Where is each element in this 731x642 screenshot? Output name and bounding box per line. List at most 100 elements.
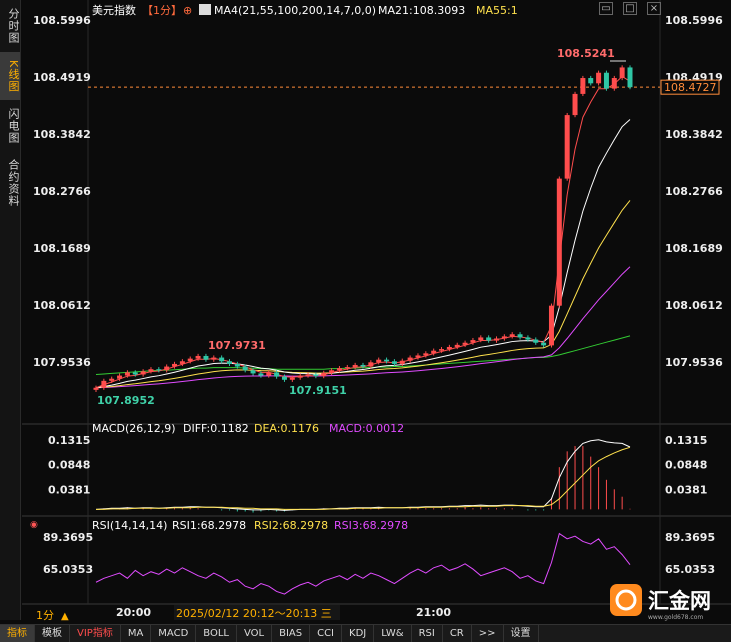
- toolbar-vip[interactable]: VIP指标: [70, 625, 121, 642]
- candle-body: [305, 374, 311, 376]
- rsi-rsi1: RSI1:68.2978: [172, 519, 246, 532]
- close-icon[interactable]: ×: [647, 2, 661, 15]
- toolbar-cr[interactable]: CR: [443, 625, 472, 642]
- annotation-left-high: 107.9731: [208, 339, 266, 352]
- rsi-tick-left: 65.0353: [43, 563, 93, 576]
- macd-dea: DEA:0.1176: [254, 422, 319, 435]
- candle-body: [313, 374, 319, 377]
- toolbar-lw[interactable]: LW&: [374, 625, 412, 642]
- candle-body: [407, 357, 413, 361]
- candle-body: [619, 67, 625, 79]
- header-ma55: MA55:1: [476, 4, 518, 17]
- candle-body: [234, 363, 240, 367]
- restore-icon[interactable]: ▭: [599, 2, 613, 15]
- toolbar-rsi[interactable]: RSI: [412, 625, 443, 642]
- candle-body: [109, 378, 115, 381]
- candle-body: [352, 364, 358, 368]
- candle-body: [391, 361, 397, 364]
- candle-body: [541, 342, 547, 346]
- toolbar-macd[interactable]: MACD: [151, 625, 197, 642]
- toolbar-kdj[interactable]: KDJ: [342, 625, 375, 642]
- toolbar-boll[interactable]: BOLL: [196, 625, 237, 642]
- rsi-polyline: [95, 532, 631, 595]
- header-period[interactable]: 【1分】: [142, 4, 182, 17]
- rsi-line: [95, 532, 631, 595]
- time-label-2000: 20:00: [116, 606, 151, 619]
- maximize-icon[interactable]: □: [623, 2, 637, 15]
- candle-body: [556, 178, 562, 306]
- indicator-toolbar: 指标 模板 VIP指标 MA MACD BOLL VOL BIAS CCI KD…: [0, 624, 731, 642]
- price-tick-left: 108.4919: [33, 71, 91, 84]
- toolbar-template[interactable]: 模板: [35, 625, 70, 642]
- period-dropdown-icon[interactable]: ▲: [61, 611, 69, 622]
- sidebar-tab-kline[interactable]: K线图: [0, 52, 20, 100]
- price-tick-right: 108.1689: [665, 242, 723, 255]
- ma-line-mid: [95, 200, 631, 389]
- toolbar-bias[interactable]: BIAS: [272, 625, 311, 642]
- candle-body: [517, 334, 523, 338]
- macd-tick-right: 0.1315: [665, 434, 707, 447]
- candle-body: [258, 373, 264, 376]
- price-tick-left: 107.9536: [33, 356, 91, 369]
- time-label-2100: 21:00: [416, 606, 451, 619]
- macd-histogram: [103, 446, 631, 513]
- sidebar-tab-contract[interactable]: 合约资料: [7, 159, 20, 207]
- candle-body: [478, 337, 484, 341]
- toolbar-indicator[interactable]: 指标: [0, 625, 35, 642]
- price-tick-left: 108.2766: [33, 185, 91, 198]
- toolbar-ma[interactable]: MA: [121, 625, 152, 642]
- candle-body: [533, 339, 539, 343]
- sidebar-tab-flash[interactable]: 闪电图: [7, 108, 20, 144]
- macd-value: MACD:0.0012: [329, 422, 404, 435]
- macd-tick-left: 0.0381: [48, 483, 90, 496]
- kline-chart[interactable]: 美元指数 【1分】 ⊕ MA4(21,55,100,200,14,7,0,0) …: [0, 0, 731, 622]
- price-tick-right: 108.3842: [665, 128, 723, 141]
- candle-body: [415, 355, 421, 358]
- candle-body: [172, 363, 178, 367]
- candle-body: [289, 377, 295, 380]
- period-switch-icon[interactable]: ⊕: [183, 4, 192, 17]
- rsi-marker-icon: ◉: [30, 520, 38, 530]
- candle-body: [117, 375, 123, 379]
- candle-body: [281, 376, 287, 380]
- candle-body: [195, 355, 201, 359]
- macd-label: MACD(26,12,9): [92, 422, 176, 435]
- rsi-tick-right: 65.0353: [665, 563, 715, 576]
- candle-body: [93, 387, 99, 390]
- price-tick-left: 108.1689: [33, 242, 91, 255]
- candle-body: [124, 372, 130, 376]
- macd-axis: 0.1315 0.1315 0.0848 0.0848 0.0381 0.0381: [48, 434, 707, 496]
- time-period-label[interactable]: 1分: [36, 609, 54, 622]
- time-cursor-label: 2025/02/12 20:12～20:13 三: [176, 607, 332, 620]
- macd-tick-right: 0.0848: [665, 459, 707, 472]
- logo-text: 汇金网: [648, 589, 711, 613]
- toolbar-cci[interactable]: CCI: [310, 625, 343, 642]
- candle-body: [360, 364, 366, 367]
- candle-body: [564, 115, 570, 179]
- toolbar-vol[interactable]: VOL: [237, 625, 273, 642]
- candle-body: [368, 362, 374, 367]
- logo-icon-ring: [615, 589, 637, 611]
- candle-body: [164, 366, 170, 371]
- candle-body: [219, 357, 225, 362]
- candle-body: [454, 344, 460, 347]
- current-price-box: [660, 79, 720, 95]
- candle-body: [250, 370, 256, 374]
- price-tick-left: 108.3842: [33, 128, 91, 141]
- annotation-left-low: 107.8952: [97, 394, 155, 407]
- candle-body: [211, 357, 217, 360]
- candle-body: [501, 336, 507, 339]
- candle-body: [603, 72, 609, 89]
- candle-body: [140, 371, 146, 375]
- toolbar-more[interactable]: >>: [472, 625, 504, 642]
- candle-body: [266, 372, 272, 376]
- logo-url: www.gold678.com: [648, 614, 703, 621]
- toolbar-settings[interactable]: 设置: [504, 625, 539, 642]
- price-tick-right: 108.0612: [665, 299, 723, 312]
- candle-body: [384, 359, 390, 362]
- candle-body: [179, 361, 185, 364]
- candle-body: [548, 305, 554, 346]
- sidebar-tab-timeshare[interactable]: 分时图: [7, 8, 20, 44]
- candle-body: [470, 340, 476, 343]
- ma-settings-icon[interactable]: [199, 4, 211, 15]
